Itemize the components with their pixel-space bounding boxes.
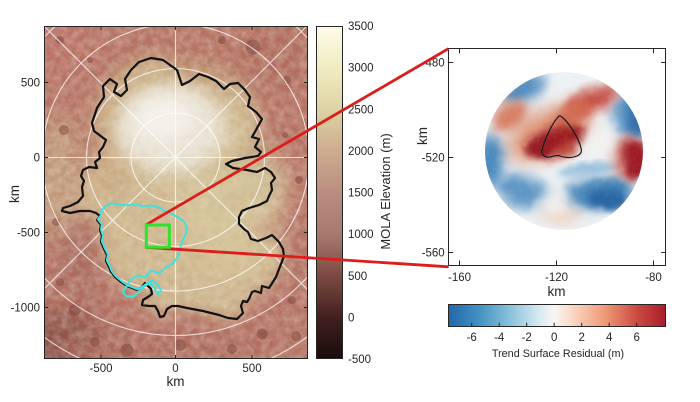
svg-text:4: 4 <box>606 332 613 344</box>
svg-text:-2: -2 <box>522 332 532 344</box>
svg-text:km: km <box>415 127 430 145</box>
svg-text:0: 0 <box>172 363 178 375</box>
svg-text:1500: 1500 <box>348 188 374 200</box>
svg-text:500: 500 <box>348 271 367 283</box>
svg-text:MOLA Elevation (m): MOLA Elevation (m) <box>378 133 393 249</box>
svg-text:-160: -160 <box>448 272 471 284</box>
svg-text:-500: -500 <box>348 354 371 366</box>
svg-text:3500: 3500 <box>348 21 374 33</box>
svg-text:km: km <box>167 374 185 389</box>
svg-text:-520: -520 <box>422 153 445 165</box>
svg-text:-560: -560 <box>422 248 445 260</box>
svg-text:2000: 2000 <box>348 146 374 158</box>
svg-text:6: 6 <box>633 332 639 344</box>
svg-text:-120: -120 <box>545 272 568 284</box>
svg-text:1000: 1000 <box>348 229 374 241</box>
svg-text:500: 500 <box>242 363 261 375</box>
svg-text:-500: -500 <box>89 363 112 375</box>
svg-text:-6: -6 <box>467 332 477 344</box>
svg-text:Trend Surface Residual (m): Trend Surface Residual (m) <box>492 348 624 360</box>
svg-text:-4: -4 <box>494 332 505 344</box>
svg-text:0: 0 <box>551 332 557 344</box>
svg-text:3000: 3000 <box>348 63 374 75</box>
svg-text:-500: -500 <box>17 228 40 240</box>
svg-text:-1000: -1000 <box>11 303 40 315</box>
svg-text:0: 0 <box>348 312 354 324</box>
svg-text:500: 500 <box>21 78 40 90</box>
svg-text:2500: 2500 <box>348 104 374 116</box>
svg-text:0: 0 <box>34 153 40 165</box>
svg-text:km: km <box>7 185 22 203</box>
svg-text:-80: -80 <box>645 272 662 284</box>
svg-text:2: 2 <box>578 332 584 344</box>
svg-text:km: km <box>548 284 566 299</box>
